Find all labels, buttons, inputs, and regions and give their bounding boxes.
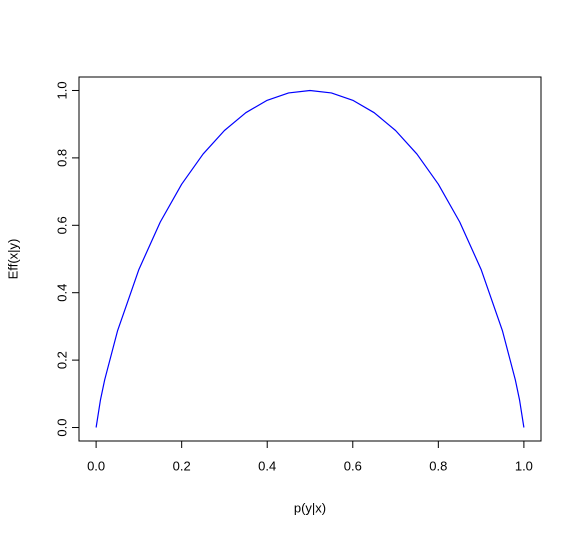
plot-frame <box>78 76 542 442</box>
y-tick-label: 1.0 <box>54 81 69 99</box>
x-tick-label: 0.2 <box>173 458 191 473</box>
y-axis-title: Eff(x|y) <box>5 239 20 280</box>
x-axis-title: p(y|x) <box>294 500 326 515</box>
x-tick-label: 0.6 <box>344 458 362 473</box>
y-tick-label: 0.2 <box>54 351 69 369</box>
y-tick-label: 0.0 <box>54 418 69 436</box>
y-tick-label: 0.8 <box>54 149 69 167</box>
x-tick-label: 0.8 <box>429 458 447 473</box>
y-tick-label: 0.6 <box>54 216 69 234</box>
y-tick-label: 0.4 <box>54 284 69 302</box>
data-line <box>95 89 525 428</box>
x-tick-label: 1.0 <box>515 458 533 473</box>
x-tick-label: 0.0 <box>87 458 105 473</box>
x-tick-label: 0.4 <box>258 458 276 473</box>
